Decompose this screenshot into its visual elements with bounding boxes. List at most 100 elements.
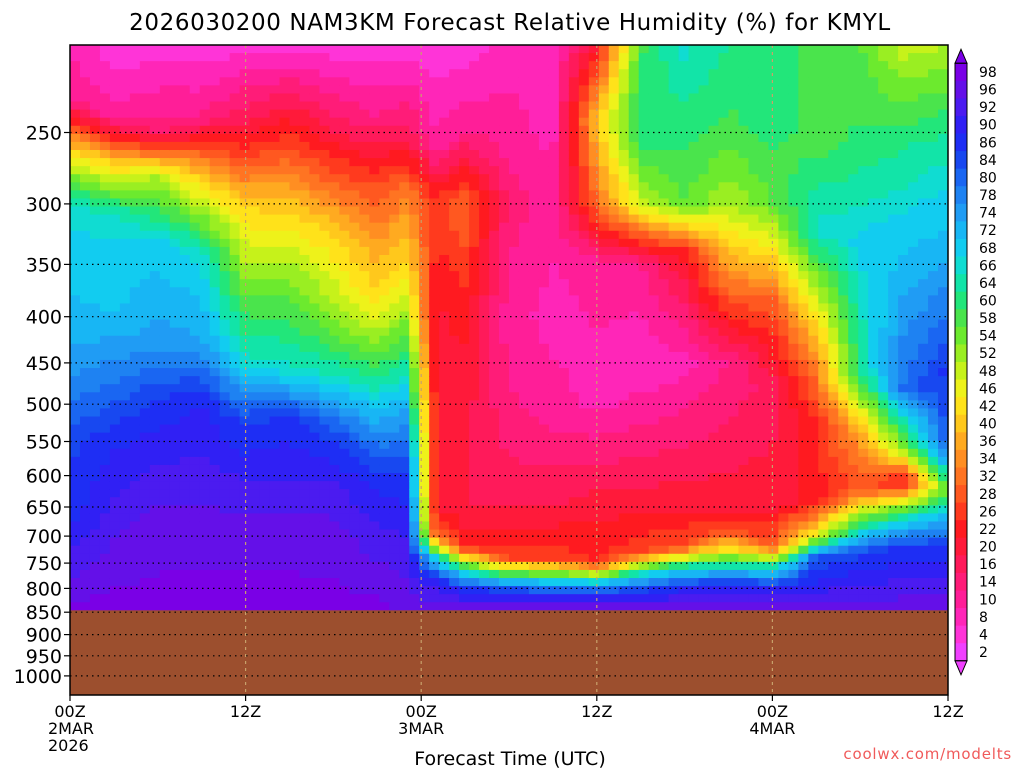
heat-cell: [139, 141, 151, 151]
heat-cell: [299, 521, 311, 531]
heat-cell: [329, 85, 340, 95]
heat-cell: [628, 400, 640, 410]
heat-cell: [289, 392, 301, 401]
heat-cell: [249, 432, 261, 442]
heat-cell: [768, 586, 779, 595]
heat-cell: [399, 303, 410, 313]
heat-cell: [509, 537, 520, 547]
heat-cell: [309, 343, 321, 353]
heat-cell: [349, 561, 360, 571]
heat-cell: [129, 69, 141, 78]
heat-cell: [359, 481, 370, 490]
heat-cell: [499, 190, 510, 200]
heat-cell: [598, 440, 610, 450]
heat-cell: [648, 222, 660, 232]
heat-cell: [439, 384, 450, 393]
heat-cell: [449, 271, 460, 280]
heat-cell: [678, 440, 690, 450]
heat-cell: [728, 61, 740, 70]
heat-cell: [70, 230, 81, 240]
heat-cell: [309, 222, 321, 232]
heat-cell: [319, 343, 331, 353]
heat-cell: [209, 45, 221, 54]
heat-cell: [459, 190, 470, 200]
heat-cell: [499, 537, 510, 547]
heat-cell: [70, 327, 81, 337]
heat-cell: [279, 368, 291, 377]
heat-cell: [149, 125, 161, 135]
heat-cell: [678, 481, 690, 490]
heat-cell: [618, 432, 630, 442]
heat-cell: [688, 141, 700, 151]
heat-cell: [249, 521, 261, 531]
heat-cell: [768, 594, 779, 603]
heat-cell: [728, 311, 740, 321]
heat-cell: [189, 141, 201, 151]
heat-cell: [758, 408, 770, 418]
heat-cell: [568, 117, 580, 127]
heat-cell: [658, 464, 670, 474]
heat-cell: [299, 101, 311, 111]
heat-cell: [578, 214, 590, 224]
heat-cell: [99, 400, 111, 410]
heat-cell: [259, 335, 271, 345]
heat-cell: [119, 416, 131, 426]
heat-cell: [648, 93, 660, 103]
heat-cell: [199, 85, 211, 95]
heat-cell: [628, 481, 640, 490]
heat-cell: [159, 392, 171, 401]
heat-cell: [359, 489, 370, 498]
heat-cell: [149, 206, 161, 216]
heat-cell: [469, 368, 480, 377]
heat-cell: [538, 271, 550, 280]
heat-cell: [558, 335, 570, 345]
heat-cell: [748, 45, 760, 54]
heat-cell: [688, 45, 700, 54]
heat-cell: [409, 553, 420, 563]
heat-cell: [329, 295, 340, 305]
heat-cell: [499, 149, 510, 159]
heat-cell: [289, 553, 301, 563]
heat-cell: [518, 311, 530, 321]
heat-cell: [319, 497, 331, 506]
heat-cell: [159, 53, 171, 62]
heat-cell: [79, 271, 91, 280]
heat-cell: [399, 513, 410, 523]
heat-cell: [658, 529, 670, 539]
heat-cell: [459, 287, 470, 296]
heat-cell: [139, 440, 151, 450]
heat-cell: [229, 85, 241, 95]
heat-cell: [259, 553, 271, 563]
heat-cell: [139, 61, 151, 70]
heat-cell: [429, 521, 440, 531]
heat-cell: [698, 93, 710, 103]
heat-cell: [129, 53, 141, 62]
heat-cell: [548, 109, 560, 119]
heat-cell: [548, 602, 560, 611]
heat-cell: [538, 263, 550, 272]
heat-cell: [369, 133, 380, 143]
heat-cell: [469, 166, 480, 175]
heat-cell: [459, 77, 470, 86]
heat-cell: [409, 343, 420, 353]
heat-cell: [479, 158, 490, 167]
heat-cell: [229, 529, 241, 539]
heat-cell: [618, 53, 630, 62]
heat-cell: [768, 497, 779, 506]
heat-cell: [548, 440, 560, 450]
heat-cell: [179, 45, 191, 54]
heat-cell: [578, 594, 590, 603]
heat-cell: [668, 198, 680, 208]
heat-cell: [70, 351, 81, 361]
heat-cell: [558, 529, 570, 539]
heat-cell: [199, 481, 211, 490]
heat-cell: [399, 368, 410, 377]
heat-cell: [399, 141, 410, 151]
heat-cell: [688, 384, 700, 393]
heat-cell: [748, 489, 760, 498]
heat-cell: [359, 586, 370, 595]
heat-cell: [339, 101, 350, 111]
heat-cell: [459, 497, 470, 506]
heat-cell: [489, 327, 500, 337]
heat-cell: [568, 319, 580, 329]
